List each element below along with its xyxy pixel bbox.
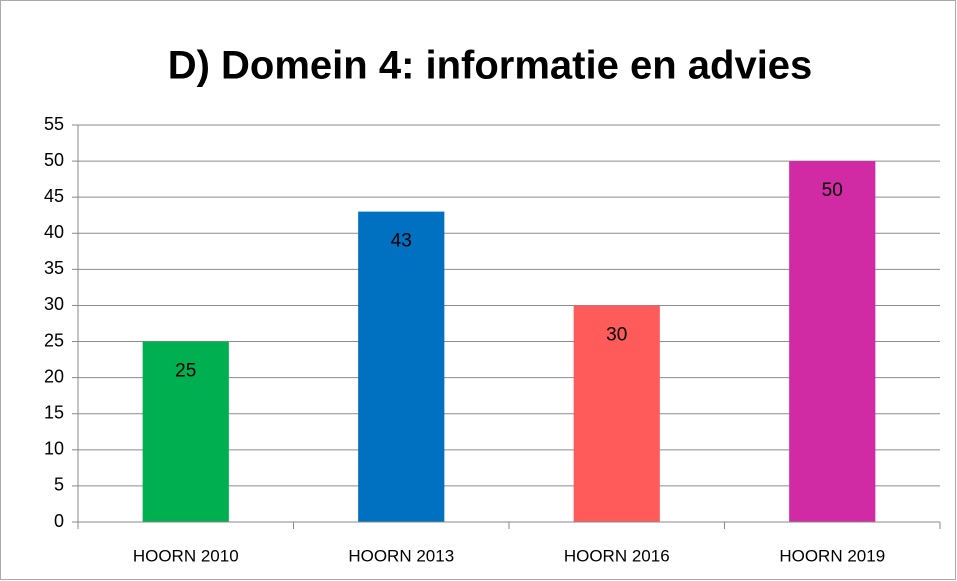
data-label: 30 xyxy=(606,324,627,345)
y-tick-label: 25 xyxy=(44,330,64,350)
y-tick-label: 40 xyxy=(44,222,64,242)
bar xyxy=(142,341,229,522)
x-tick-label: HOORN 2010 xyxy=(133,546,239,565)
x-tick-label: HOORN 2016 xyxy=(564,546,670,565)
y-tick-label: 10 xyxy=(44,439,64,459)
y-tick-label: 5 xyxy=(54,475,64,495)
bar xyxy=(789,161,876,522)
y-tick-label: 35 xyxy=(44,258,64,278)
chart-title: D) Domein 4: informatie en advies xyxy=(168,44,813,88)
x-tick-label: HOORN 2013 xyxy=(348,546,454,565)
y-tick-label: 0 xyxy=(54,511,64,531)
data-label: 25 xyxy=(175,361,196,382)
y-tick-label: 45 xyxy=(44,186,64,206)
y-tick-label: 30 xyxy=(44,294,64,314)
y-tick-label: 50 xyxy=(44,150,64,170)
y-tick-label: 55 xyxy=(44,114,64,134)
bar xyxy=(358,211,445,523)
y-tick-label: 20 xyxy=(44,366,64,386)
data-label: 43 xyxy=(391,231,412,252)
data-label: 50 xyxy=(822,180,843,201)
y-tick-label: 15 xyxy=(44,402,64,422)
x-tick-label: HOORN 2019 xyxy=(779,546,885,565)
bar xyxy=(573,305,660,522)
